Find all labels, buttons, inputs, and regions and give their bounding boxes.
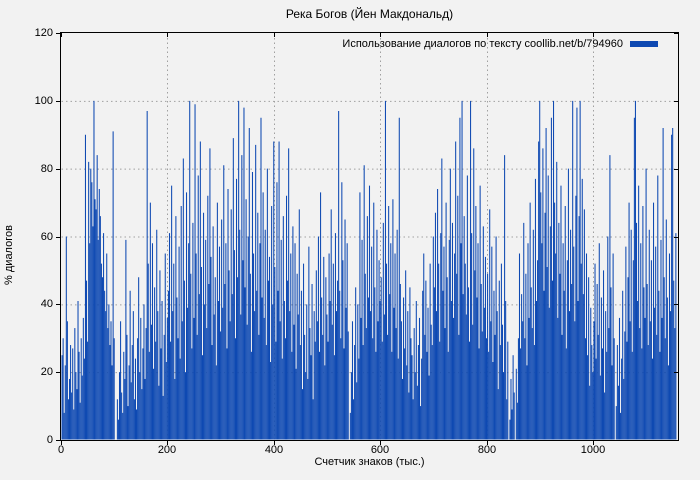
x-tick-label: 1000 bbox=[580, 444, 606, 456]
x-tick-label: 400 bbox=[264, 444, 284, 456]
y-tick-label: 80 bbox=[40, 163, 53, 175]
x-axis-label: Счетчик знаков (тыс.) bbox=[314, 456, 425, 468]
x-tick-label: 600 bbox=[370, 444, 390, 456]
y-tick-label: 40 bbox=[40, 298, 53, 310]
y-tick-label: 100 bbox=[34, 95, 53, 107]
y-tick-label: 0 bbox=[46, 434, 53, 446]
x-tick-label: 0 bbox=[57, 444, 65, 456]
y-tick-label: 120 bbox=[34, 27, 53, 39]
legend-color-swatch bbox=[630, 41, 658, 47]
x-tick-label: 800 bbox=[477, 444, 497, 456]
y-tick-label: 20 bbox=[40, 366, 53, 378]
x-tick-label: 200 bbox=[157, 444, 177, 456]
y-tick-label: 60 bbox=[40, 231, 53, 243]
chart-title: Река Богов (Йен Макдональд) bbox=[285, 7, 454, 21]
legend-series-label: Использование диалогов по тексту coollib… bbox=[342, 38, 623, 50]
legend: Использование диалогов по тексту coollib… bbox=[342, 37, 658, 51]
